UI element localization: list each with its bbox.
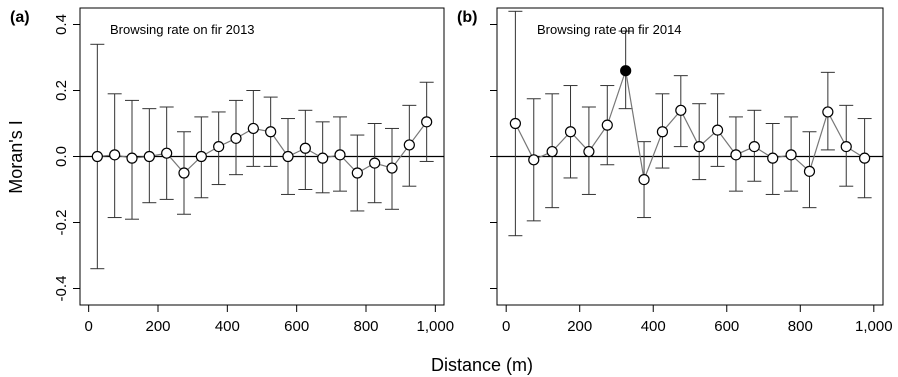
panel-label: (b) [457, 9, 477, 26]
data-point [403, 139, 415, 151]
data-point [265, 126, 277, 138]
data-point [675, 104, 687, 116]
data-point [583, 145, 595, 158]
x-tick-label: 800 [353, 318, 378, 335]
x-tick-label: 600 [714, 318, 739, 335]
data-point [282, 150, 294, 163]
panel-label: (a) [10, 9, 30, 26]
data-point [230, 132, 242, 144]
significant-point [620, 65, 632, 77]
data-point [509, 117, 521, 130]
y-tick-label: -0.4 [53, 276, 70, 302]
data-point [840, 141, 852, 153]
data-point [822, 106, 834, 118]
x-tick-label: 400 [215, 318, 240, 335]
data-point [143, 150, 155, 163]
x-tick-label: 600 [284, 318, 309, 335]
data-point [334, 149, 346, 161]
data-point [109, 149, 121, 161]
y-axis-title: Moran's I [6, 120, 26, 193]
data-point [317, 152, 329, 164]
panel-title: Browsing rate on fir 2014 [537, 22, 682, 37]
data-point [564, 126, 577, 138]
x-tick-label: 200 [567, 318, 592, 335]
data-point [195, 150, 207, 163]
data-point [711, 124, 724, 136]
data-point [730, 149, 742, 161]
x-tick-label: 0 [84, 318, 92, 335]
data-point [369, 157, 381, 169]
data-point [247, 122, 259, 135]
x-tick-label: 800 [788, 318, 813, 335]
data-point [546, 145, 558, 158]
y-tick-label: 0.2 [53, 80, 70, 101]
panel-title: Browsing rate on fir 2013 [110, 22, 255, 37]
series-line [514, 70, 865, 182]
data-point [299, 142, 311, 154]
data-point [767, 152, 779, 164]
data-point [638, 174, 650, 186]
panel-a: 0 200 400 600 800 1,000 -0.4 -0.2 0.0 0.2 0.4 (a) Br… [10, 7, 455, 335]
data-point [421, 116, 433, 128]
x-tick-label: 200 [145, 318, 170, 335]
data-point [859, 152, 871, 164]
y-tick-label: 0.0 [53, 146, 70, 167]
x-tick-label: 0 [502, 318, 510, 335]
y-tick-label: 0.4 [53, 14, 70, 35]
panel-b: 0 200 400 600 800 1,000 (b) Browsing rate on fi… [457, 7, 893, 335]
data-point [803, 165, 816, 177]
data-point [386, 162, 398, 174]
data-point [161, 147, 173, 159]
x-tick-label: 1,000 [855, 318, 893, 335]
data-point [213, 141, 225, 153]
x-tick-label: 1,000 [417, 318, 455, 335]
data-point [528, 154, 540, 166]
x-axis-title: Distance (m) [431, 355, 533, 375]
data-point [351, 167, 363, 179]
x-tick-label: 400 [641, 318, 666, 335]
data-point [656, 126, 669, 138]
data-point [91, 150, 103, 163]
data-point [126, 152, 138, 164]
data-point [693, 141, 705, 153]
data-point [178, 167, 190, 179]
data-point [785, 149, 797, 161]
data-point [601, 119, 613, 131]
y-tick-label: -0.2 [53, 210, 70, 236]
data-point [748, 141, 760, 153]
